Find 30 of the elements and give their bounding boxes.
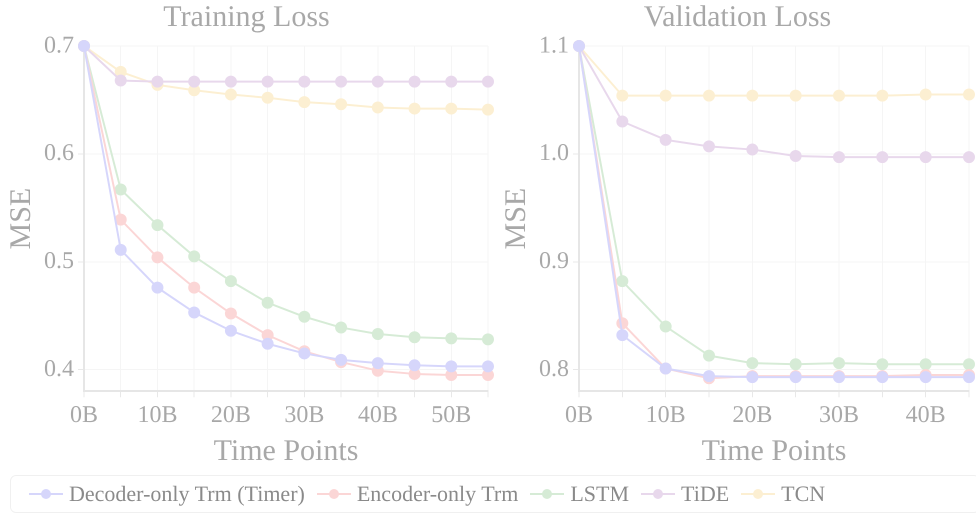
chart-title: Validation Loss <box>644 0 832 33</box>
chart-title: Training Loss <box>163 0 330 33</box>
y-tick-label: 0.5 <box>44 248 74 274</box>
y-tick-label: 0.6 <box>44 140 74 166</box>
legend-label: TiDE <box>681 481 730 507</box>
x-tick-label: 40B <box>358 402 398 428</box>
y-tick-label: 1.1 <box>539 32 569 58</box>
x-tick-label: 30B <box>284 402 324 428</box>
y-tick-label: 0.8 <box>539 356 569 382</box>
y-axis-title: MSE <box>498 188 532 250</box>
x-tick-label: 50B <box>431 402 472 428</box>
x-tick-label: 40B <box>906 402 946 428</box>
legend-label: Decoder-only Trm (Timer) <box>69 481 305 507</box>
x-tick-label: 20B <box>732 402 772 428</box>
x-tick-label: 30B <box>818 402 860 428</box>
legend-label: LSTM <box>570 481 630 507</box>
x-tick-label: 20B <box>210 402 251 428</box>
x-tick-label: 10B <box>137 402 178 428</box>
y-tick-label: 0.4 <box>44 356 74 382</box>
y-axis-title: MSE <box>4 188 37 250</box>
legend-label: TCN <box>781 481 826 507</box>
y-tick-label: 1.0 <box>539 140 569 166</box>
x-tick-label: 10B <box>646 402 686 428</box>
y-tick-label: 0.7 <box>44 32 74 58</box>
x-tick-label: 0B <box>564 402 594 428</box>
y-tick-label: 0.9 <box>539 248 569 274</box>
x-axis-title: Time Points <box>702 434 846 467</box>
legend-label: Encoder-only Trm <box>356 481 518 507</box>
x-axis-title: Time Points <box>214 434 358 467</box>
x-tick-label: 0B <box>70 402 98 428</box>
